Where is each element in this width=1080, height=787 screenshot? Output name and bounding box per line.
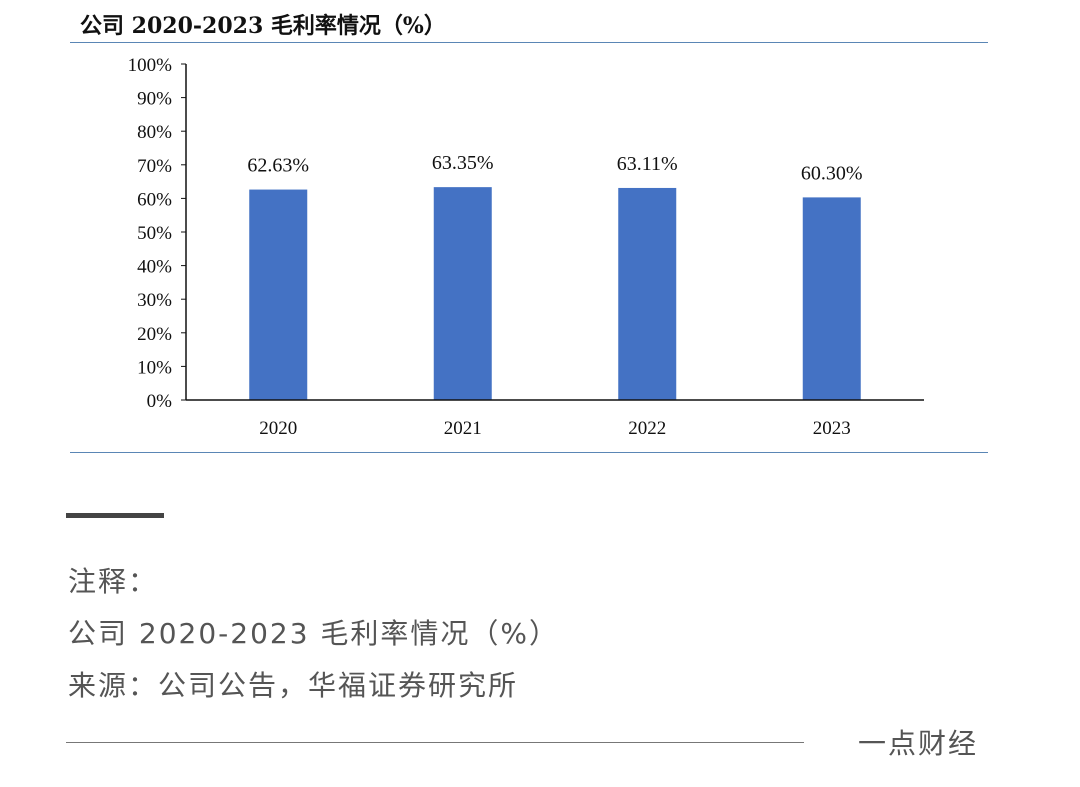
y-tick-label: 60% bbox=[137, 189, 172, 210]
bar bbox=[802, 197, 861, 400]
y-tick-label: 100% bbox=[128, 55, 173, 76]
data-label: 62.63% bbox=[247, 155, 309, 177]
bar bbox=[433, 187, 492, 400]
bars bbox=[249, 187, 861, 400]
y-tick-label: 10% bbox=[137, 357, 172, 378]
data-label: 60.30% bbox=[801, 162, 863, 184]
data-labels: 62.63% 63.35% 63.11% 60.30% bbox=[247, 152, 862, 184]
x-tick-label: 2021 bbox=[444, 418, 482, 439]
notes-heading: 注释： bbox=[68, 565, 159, 598]
notes-source: 来源：公司公告，华福证券研究所 bbox=[68, 669, 519, 702]
x-tick-label: 2020 bbox=[259, 418, 297, 439]
data-label: 63.35% bbox=[432, 152, 494, 174]
chart-title: 公司 2020-2023 毛利率情况（%） bbox=[80, 13, 446, 39]
footer-rule bbox=[66, 742, 804, 743]
bar-chart: 0% 10% 20% 30% 40% 50% 60% 70% 80% 90% 100% 62.63%… bbox=[128, 55, 924, 439]
title-rule bbox=[70, 42, 988, 43]
y-tick-label: 20% bbox=[137, 324, 172, 345]
y-tick-label: 90% bbox=[137, 89, 172, 110]
x-axis: 2020 2021 2022 2023 bbox=[186, 399, 924, 439]
y-tick-label: 70% bbox=[137, 156, 172, 177]
bar bbox=[249, 189, 308, 400]
chart-bottom-rule bbox=[70, 452, 988, 453]
brand-name: 一点财经 bbox=[858, 727, 979, 760]
y-axis: 0% 10% 20% 30% 40% 50% 60% 70% 80% 90% 100% bbox=[128, 55, 187, 412]
bar bbox=[618, 187, 677, 400]
y-tick-label: 40% bbox=[137, 257, 172, 278]
x-tick-label: 2022 bbox=[628, 418, 666, 439]
notes-caption: 公司 2020-2023 毛利率情况（%） bbox=[68, 617, 560, 650]
x-tick-label: 2023 bbox=[813, 418, 851, 439]
y-tick-label: 0% bbox=[147, 391, 173, 412]
y-tick-label: 30% bbox=[137, 290, 172, 311]
y-tick-label: 50% bbox=[137, 223, 172, 244]
y-tick-label: 80% bbox=[137, 122, 172, 143]
data-label: 63.11% bbox=[617, 153, 678, 175]
section-divider bbox=[66, 513, 164, 518]
